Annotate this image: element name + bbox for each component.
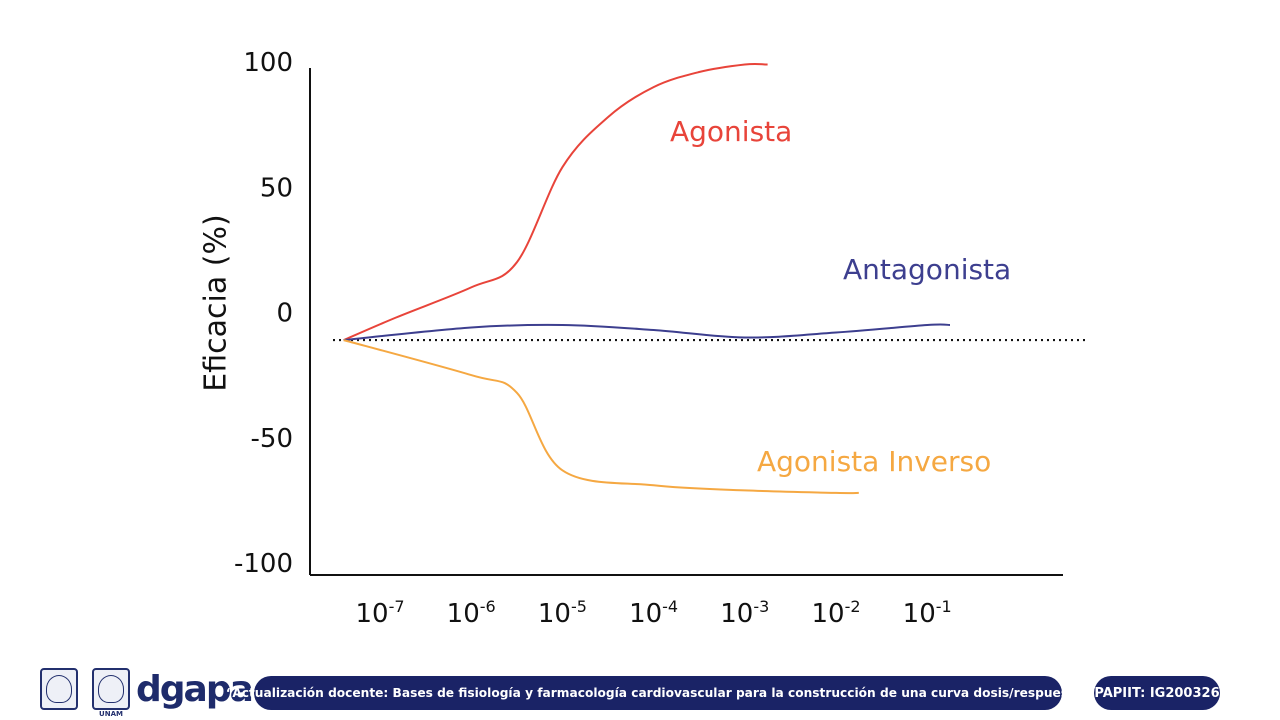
- seal-caption: UNAM: [99, 710, 123, 718]
- y-tick-label: 100: [243, 48, 293, 78]
- x-tick-labels: 10-7 10-6 10-5 10-4 10-3 10-2 10-1: [355, 597, 951, 629]
- x-tick-label: 10-2: [811, 597, 860, 629]
- footer-bar: UNAM dgapa “Actualización docente: Bases…: [0, 660, 1280, 720]
- x-tick-label: 10-5: [538, 597, 587, 629]
- chart-axes: [309, 68, 1087, 576]
- series-label-agonista: Agonista: [670, 115, 792, 148]
- series-line-antagonista: [343, 323, 951, 342]
- y-tick-label: -50: [251, 424, 293, 454]
- course-title-banner: “Actualización docente: Bases de fisiolo…: [226, 676, 1090, 710]
- x-tick-label: 10-7: [355, 597, 404, 629]
- y-tick-label: -100: [234, 549, 293, 579]
- x-tick-label: 10-1: [903, 597, 952, 629]
- series-lines: [343, 62, 951, 495]
- series-line-agonista-inverso: [343, 339, 859, 495]
- y-axis-label: Eficacia (%): [199, 214, 234, 391]
- fes-cuautitlan-logo: UNAM: [92, 668, 130, 718]
- series-line-agonista: [343, 62, 768, 342]
- y-tick-label: 50: [260, 173, 293, 203]
- x-tick-label: 10-3: [720, 597, 769, 629]
- series-label-agonista-inverso: Agonista Inverso: [757, 445, 991, 478]
- project-code-badge: PAPIIT: IG200326: [1094, 676, 1220, 710]
- x-tick-label: 10-4: [629, 597, 678, 629]
- unam-seal-logo: [40, 668, 78, 710]
- series-label-antagonista: Antagonista: [843, 253, 1011, 286]
- y-tick-labels: 100 50 0 -50 -100: [234, 48, 293, 579]
- dgapa-logo: dgapa: [136, 669, 254, 710]
- y-tick-label: 0: [276, 299, 293, 329]
- x-tick-label: 10-6: [447, 597, 496, 629]
